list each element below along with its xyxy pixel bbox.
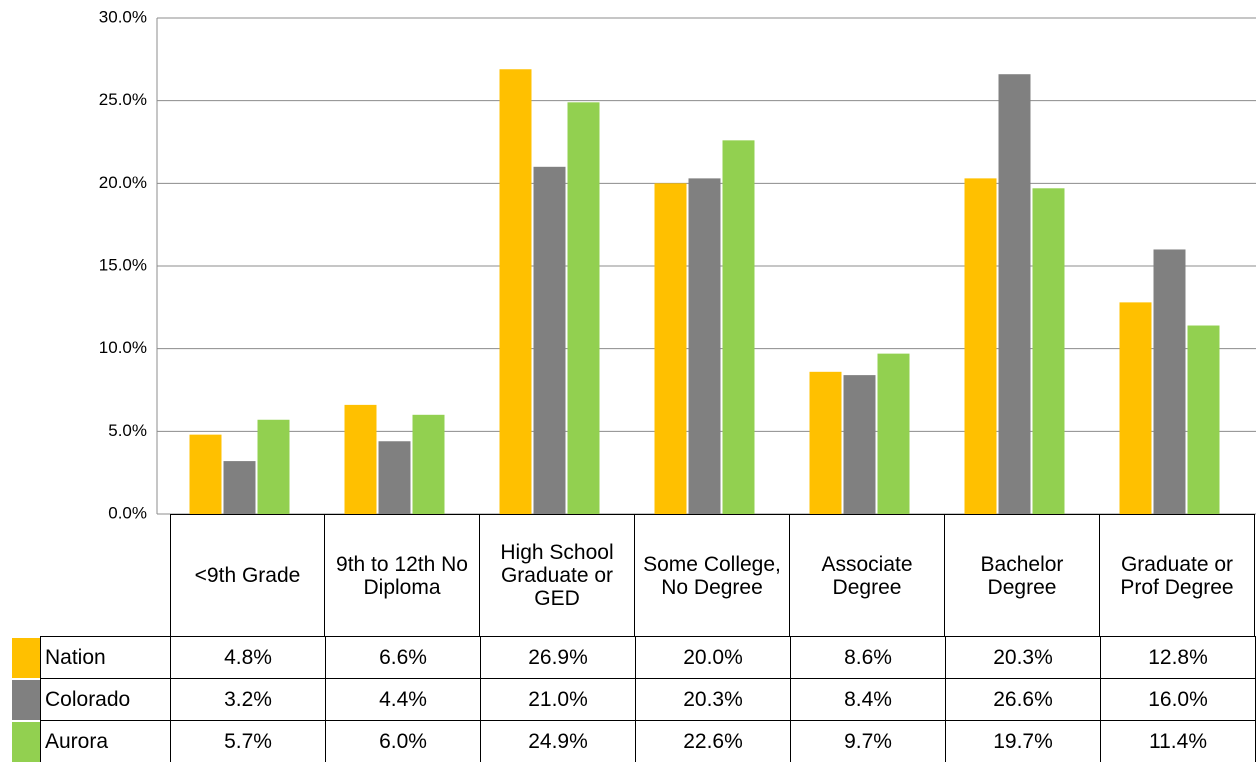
bar — [809, 371, 842, 514]
y-tick-label: 0.0% — [108, 503, 147, 520]
bar — [412, 414, 445, 514]
table-value: 8.4% — [790, 678, 946, 721]
bar — [344, 404, 377, 514]
bar — [1187, 325, 1220, 514]
chart: 0.0% 5.0% 10.0% 15.0% 20.0% 25.0% 30.0% — [99, 7, 1256, 520]
table-value: 26.9% — [480, 636, 636, 679]
table-value: 26.6% — [945, 678, 1101, 721]
legend-swatch — [12, 638, 40, 678]
y-tick-label: 15.0% — [99, 255, 147, 274]
bar — [1032, 188, 1065, 514]
bar — [499, 69, 532, 515]
y-tick-label: 20.0% — [99, 173, 147, 192]
table-value: 20.3% — [635, 678, 791, 721]
table-value: 3.2% — [170, 678, 326, 721]
table-value: 24.9% — [480, 720, 636, 762]
table-value: 21.0% — [480, 678, 636, 721]
bar — [567, 102, 600, 514]
bar — [722, 140, 755, 514]
table-header: Some College, No Degree — [634, 514, 790, 637]
bar — [1119, 302, 1152, 514]
bar — [223, 461, 256, 514]
table-value: 6.0% — [325, 720, 481, 762]
table-value: 9.7% — [790, 720, 946, 762]
table-header: <9th Grade — [170, 514, 325, 637]
legend-label: Nation — [40, 636, 171, 679]
table-value: 20.3% — [945, 636, 1101, 679]
table-value: 12.8% — [1100, 636, 1256, 679]
y-tick-label: 10.0% — [99, 338, 147, 357]
bar — [257, 419, 290, 514]
table-value: 22.6% — [635, 720, 791, 762]
table-header: Graduate or Prof Degree — [1099, 514, 1255, 637]
table-header: Bachelor Degree — [944, 514, 1100, 637]
bar — [998, 74, 1031, 515]
bar — [877, 353, 910, 514]
table-value: 6.6% — [325, 636, 481, 679]
y-tick-label: 25.0% — [99, 90, 147, 109]
bar — [378, 441, 411, 514]
legend-label: Aurora — [40, 720, 171, 762]
bar — [533, 166, 566, 515]
y-tick-label: 5.0% — [108, 421, 147, 440]
table-value: 4.4% — [325, 678, 481, 721]
table-header: 9th to 12th No Diploma — [324, 514, 480, 637]
legend-label: Colorado — [40, 678, 171, 721]
table-value: 20.0% — [635, 636, 791, 679]
bar — [964, 178, 997, 514]
legend-swatch — [12, 680, 40, 720]
table-value: 4.8% — [170, 636, 326, 679]
y-tick-label: 30.0% — [99, 7, 147, 26]
table-value: 16.0% — [1100, 678, 1256, 721]
table-value: 11.4% — [1100, 720, 1256, 762]
bar — [654, 183, 687, 515]
bar — [1153, 249, 1186, 514]
table-value: 5.7% — [170, 720, 326, 762]
bar — [189, 434, 222, 514]
table-header: High School Graduate or GED — [479, 514, 635, 637]
table-value: 8.6% — [790, 636, 946, 679]
table-value: 19.7% — [945, 720, 1101, 762]
bar — [843, 375, 876, 514]
table-header: Associate Degree — [789, 514, 945, 637]
bar — [688, 178, 721, 514]
legend-swatch — [12, 722, 40, 762]
